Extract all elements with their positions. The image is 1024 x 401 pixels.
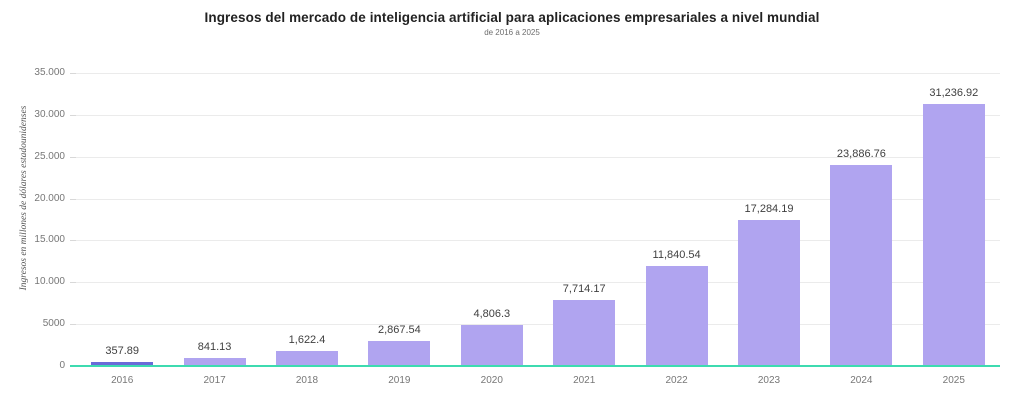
y-axis-tick-mark xyxy=(70,324,76,326)
gridline xyxy=(76,324,1000,326)
y-axis-tick-label: 5000 xyxy=(42,318,65,330)
bar[interactable] xyxy=(645,265,708,365)
y-axis-title: Ingresos en millones de dólares estadoun… xyxy=(19,105,29,291)
bar[interactable] xyxy=(91,362,154,365)
y-axis: Ingresos en millones de dólares estadoun… xyxy=(0,68,76,371)
x-axis-tick-label: 2025 xyxy=(942,375,965,386)
gridline xyxy=(76,73,1000,74)
bar-slot[interactable]: 2,867.54 xyxy=(368,73,431,366)
bar-slot[interactable]: 357.89 xyxy=(91,73,154,366)
y-axis-tick-label: 15.000 xyxy=(34,234,65,246)
y-axis-tick-label: 25.000 xyxy=(34,150,65,162)
bar-slot[interactable]: 11,840.54 xyxy=(645,73,708,366)
bar-value-label: 31,236.92 xyxy=(929,86,979,99)
bar-value-label: 2,867.54 xyxy=(377,324,421,336)
gridline xyxy=(76,282,1000,284)
y-axis-tick-label: 35.000 xyxy=(34,67,65,78)
bar-slot[interactable]: 17,284.19 xyxy=(738,73,800,366)
x-axis-tick-label: 2020 xyxy=(480,375,503,386)
x-axis-tick-label: 2016 xyxy=(111,375,134,386)
gridline xyxy=(76,198,1000,200)
bar-value-label: 7,714.17 xyxy=(562,283,606,296)
x-axis-tick-label: 2022 xyxy=(665,375,688,386)
bar[interactable] xyxy=(553,300,616,365)
y-axis-tick-label: 30.000 xyxy=(34,108,65,120)
chart-subtitle: de 2016 a 2025 xyxy=(484,28,540,37)
bar[interactable] xyxy=(830,165,893,365)
y-axis-tick-label: 0 xyxy=(59,360,65,371)
bar-slot[interactable]: 31,236.92 xyxy=(922,73,985,366)
x-axis-tick-label: 2019 xyxy=(388,375,411,386)
gridline xyxy=(76,114,1000,116)
bar-value-label: 1,622.4 xyxy=(288,334,326,347)
x-axis-tick-label: 2023 xyxy=(757,375,781,386)
bar-value-label: 11,840.54 xyxy=(652,248,701,261)
bar-slot[interactable]: 23,886.76 xyxy=(830,73,893,366)
y-axis-tick-mark xyxy=(70,240,76,242)
bar[interactable] xyxy=(183,357,246,365)
y-axis-tick-mark xyxy=(70,198,76,200)
bar-value-label: 4,806.3 xyxy=(473,307,511,320)
plot-area: 357.89 841.13 1,622.4 2,867.54 4,806.3 7,714.… xyxy=(70,73,1000,367)
y-axis-tick-mark xyxy=(70,282,76,284)
axis-baseline xyxy=(70,365,1000,367)
y-axis-tick-mark xyxy=(70,114,76,116)
y-axis-tick-label: 10.000 xyxy=(34,276,65,288)
bar-value-label: 23,886.76 xyxy=(836,148,886,161)
gridline xyxy=(76,240,1000,242)
x-axis: 2016 2017 2018 2019 2020 2021 2022 2023 2024 2025 xyxy=(76,372,1000,392)
bar[interactable] xyxy=(368,341,431,365)
chart-title: Ingresos del mercado de inteligencia art… xyxy=(204,10,820,25)
x-axis-tick-label: 2024 xyxy=(850,375,873,386)
bar-slot[interactable]: 841.13 xyxy=(183,73,246,366)
bar-slot[interactable]: 4,806.3 xyxy=(460,73,523,366)
x-axis-tick-label: 2021 xyxy=(573,375,596,386)
bar[interactable] xyxy=(922,103,985,365)
bar-slot[interactable]: 1,622.4 xyxy=(276,73,338,366)
bar[interactable] xyxy=(276,351,338,365)
bar[interactable] xyxy=(738,220,800,365)
y-axis-tick-mark xyxy=(70,156,76,158)
x-axis-tick-label: 2018 xyxy=(295,375,319,386)
chart-header: Ingresos del mercado de inteligencia art… xyxy=(0,10,1024,39)
bar-value-label: 17,284.19 xyxy=(744,203,794,216)
bar-value-label: 841.13 xyxy=(197,340,232,353)
bar[interactable] xyxy=(460,324,523,365)
x-axis-tick-label: 2017 xyxy=(203,375,226,386)
gridline xyxy=(76,156,1000,158)
y-axis-tick-mark xyxy=(70,73,76,74)
bar-value-label: 357.89 xyxy=(105,345,140,358)
y-axis-tick-label: 20.000 xyxy=(34,192,65,204)
bar-slot[interactable]: 7,714.17 xyxy=(553,73,616,366)
